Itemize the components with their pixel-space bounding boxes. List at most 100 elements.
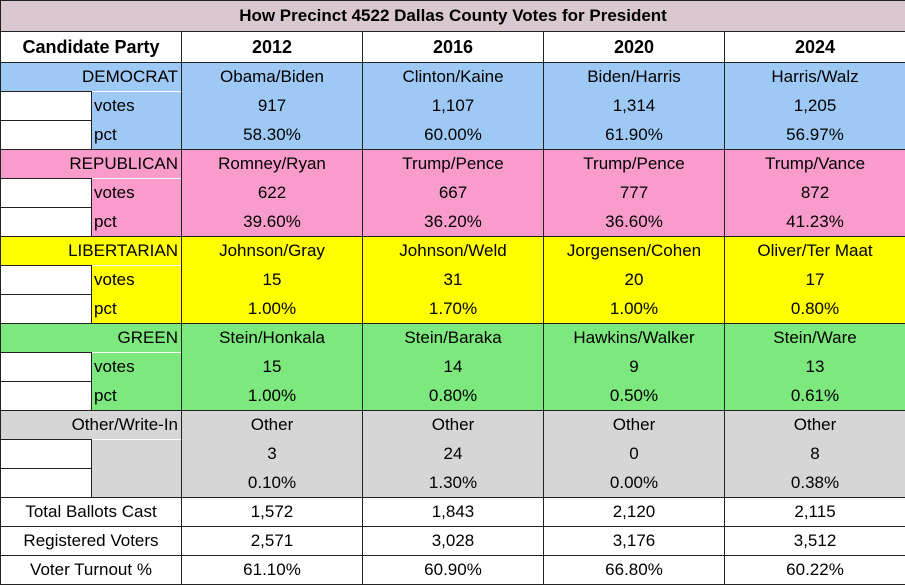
voter-turnout-cell: 61.10% xyxy=(182,556,363,585)
votes-cell: 17 xyxy=(725,266,905,295)
pct-cell: 1.70% xyxy=(363,295,544,324)
pct-label: pct xyxy=(92,295,182,324)
blank-cell xyxy=(1,440,92,469)
ticket-cell: Johnson/Weld xyxy=(363,237,544,266)
pct-cell: 0.80% xyxy=(363,382,544,411)
ticket-cell: Biden/Harris xyxy=(544,63,725,92)
pct-cell: 1.00% xyxy=(182,295,363,324)
registered-voters-label: Registered Voters xyxy=(1,527,182,556)
pct-cell: 61.90% xyxy=(544,121,725,150)
ticket-cell: Jorgensen/Cohen xyxy=(544,237,725,266)
ticket-cell: Oliver/Ter Maat xyxy=(725,237,905,266)
pct-cell: 0.61% xyxy=(725,382,905,411)
votes-label: votes xyxy=(92,92,182,121)
votes-cell: 31 xyxy=(363,266,544,295)
pct-cell: 36.20% xyxy=(363,208,544,237)
voter-turnout-cell: 66.80% xyxy=(544,556,725,585)
votes-cell: 0 xyxy=(544,440,725,469)
voter-turnout-label: Voter Turnout % xyxy=(1,556,182,585)
pct-cell: 60.00% xyxy=(363,121,544,150)
empty-label-cell xyxy=(92,440,182,469)
blank-cell xyxy=(1,353,92,382)
votes-cell: 15 xyxy=(182,353,363,382)
votes-cell: 24 xyxy=(363,440,544,469)
blank-cell xyxy=(1,266,92,295)
registered-voters-cell: 3,512 xyxy=(725,527,905,556)
party-name-republican: REPUBLICAN xyxy=(1,150,182,179)
ticket-cell: Hawkins/Walker xyxy=(544,324,725,353)
total-ballots-cell: 1,843 xyxy=(363,498,544,527)
empty-label-cell xyxy=(92,469,182,498)
votes-cell: 1,205 xyxy=(725,92,905,121)
total-ballots-cell: 1,572 xyxy=(182,498,363,527)
votes-cell: 917 xyxy=(182,92,363,121)
votes-cell: 3 xyxy=(182,440,363,469)
votes-cell: 20 xyxy=(544,266,725,295)
pct-label: pct xyxy=(92,121,182,150)
pct-cell: 1.00% xyxy=(544,295,725,324)
pct-cell: 39.60% xyxy=(182,208,363,237)
blank-cell xyxy=(1,208,92,237)
header-year-2024: 2024 xyxy=(725,32,905,63)
pct-cell: 0.50% xyxy=(544,382,725,411)
pct-cell: 0.00% xyxy=(544,469,725,498)
registered-voters-cell: 3,028 xyxy=(363,527,544,556)
pct-cell: 56.97% xyxy=(725,121,905,150)
ticket-cell: Trump/Pence xyxy=(544,150,725,179)
blank-cell xyxy=(1,92,92,121)
registered-voters-cell: 2,571 xyxy=(182,527,363,556)
votes-label: votes xyxy=(92,179,182,208)
pct-cell: 36.60% xyxy=(544,208,725,237)
party-name-democrat: DEMOCRAT xyxy=(1,63,182,92)
pct-cell: 41.23% xyxy=(725,208,905,237)
pct-cell: 58.30% xyxy=(182,121,363,150)
blank-cell xyxy=(1,179,92,208)
total-ballots-cell: 2,120 xyxy=(544,498,725,527)
party-name-libertarian: LIBERTARIAN xyxy=(1,237,182,266)
pct-cell: 0.10% xyxy=(182,469,363,498)
ticket-cell: Trump/Pence xyxy=(363,150,544,179)
ticket-cell: Clinton/Kaine xyxy=(363,63,544,92)
pct-cell: 0.80% xyxy=(725,295,905,324)
pct-label: pct xyxy=(92,382,182,411)
votes-cell: 15 xyxy=(182,266,363,295)
votes-cell: 622 xyxy=(182,179,363,208)
total-ballots-label: Total Ballots Cast xyxy=(1,498,182,527)
ticket-cell: Johnson/Gray xyxy=(182,237,363,266)
votes-cell: 9 xyxy=(544,353,725,382)
voter-turnout-cell: 60.90% xyxy=(363,556,544,585)
votes-cell: 777 xyxy=(544,179,725,208)
ticket-cell: Stein/Baraka xyxy=(363,324,544,353)
votes-cell: 1,314 xyxy=(544,92,725,121)
header-year-2016: 2016 xyxy=(363,32,544,63)
pct-cell: 1.00% xyxy=(182,382,363,411)
header-year-2020: 2020 xyxy=(544,32,725,63)
ticket-cell: Other xyxy=(182,411,363,440)
ticket-cell: Stein/Honkala xyxy=(182,324,363,353)
votes-cell: 14 xyxy=(363,353,544,382)
blank-cell xyxy=(1,121,92,150)
blank-cell xyxy=(1,469,92,498)
ticket-cell: Romney/Ryan xyxy=(182,150,363,179)
pct-cell: 1.30% xyxy=(363,469,544,498)
votes-cell: 872 xyxy=(725,179,905,208)
votes-cell: 8 xyxy=(725,440,905,469)
ticket-cell: Other xyxy=(544,411,725,440)
pct-label: pct xyxy=(92,208,182,237)
votes-cell: 13 xyxy=(725,353,905,382)
ticket-cell: Other xyxy=(725,411,905,440)
voter-turnout-cell: 60.22% xyxy=(725,556,905,585)
votes-label: votes xyxy=(92,353,182,382)
blank-cell xyxy=(1,382,92,411)
header-candidate-party: Candidate Party xyxy=(1,32,182,63)
ticket-cell: Stein/Ware xyxy=(725,324,905,353)
ticket-cell: Harris/Walz xyxy=(725,63,905,92)
ticket-cell: Trump/Vance xyxy=(725,150,905,179)
pct-cell: 0.38% xyxy=(725,469,905,498)
votes-label: votes xyxy=(92,266,182,295)
blank-cell xyxy=(1,295,92,324)
ticket-cell: Other xyxy=(363,411,544,440)
registered-voters-cell: 3,176 xyxy=(544,527,725,556)
votes-cell: 1,107 xyxy=(363,92,544,121)
